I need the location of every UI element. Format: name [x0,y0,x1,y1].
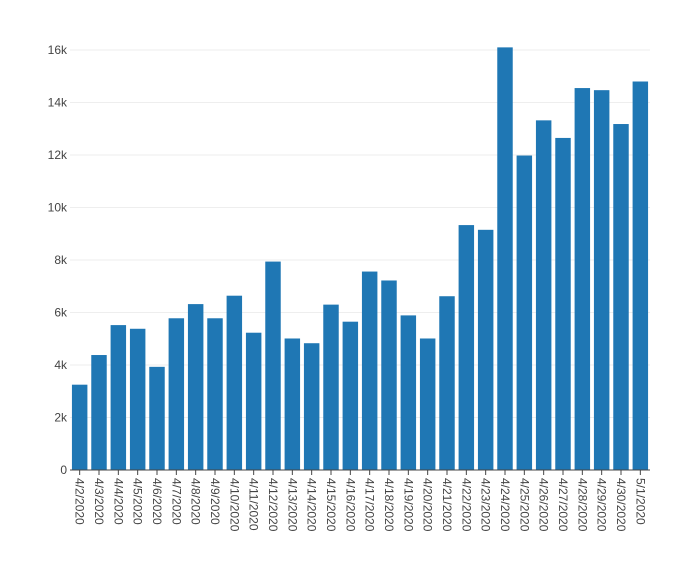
bar [323,304,339,470]
x-tick-label: 4/21/2020 [440,478,454,532]
bar [477,229,494,470]
x-tick-label: 4/8/2020 [189,478,203,525]
bar [71,384,88,470]
x-tick-label: 4/19/2020 [401,478,415,532]
bar [149,366,165,470]
y-tick-label: 14k [48,96,68,110]
bar [226,295,243,470]
bars [71,47,649,471]
x-tick-label: 4/7/2020 [169,478,183,525]
x-tick-label: 4/6/2020 [150,478,164,525]
bar [419,338,436,470]
bar [613,124,629,471]
x-tick-label: 4/28/2020 [575,478,589,532]
y-tick-label: 10k [48,201,68,215]
x-tick-label: 4/26/2020 [537,478,551,532]
bar [342,321,359,470]
bar [574,88,591,470]
x-tick-label: 4/10/2020 [227,478,241,532]
bar [361,271,378,470]
bar [265,261,281,470]
x-tick-label: 4/11/2020 [247,478,261,531]
bar [555,137,571,470]
x-tick-label: 4/20/2020 [421,478,435,532]
bar [400,315,417,470]
x-tick-label: 4/25/2020 [517,478,531,532]
x-tick-label: 4/9/2020 [208,478,222,525]
bar [497,47,513,470]
x-tick-label: 4/29/2020 [595,478,609,532]
x-tick-label: 4/2/2020 [73,478,87,525]
bar [91,355,107,470]
x-tick-label: 4/15/2020 [324,478,338,532]
x-tick-label: 4/12/2020 [266,478,280,532]
x-axis: 4/2/2020 4/3/2020 4/4/2020 4/5/2020 4/6/2020… [70,469,650,532]
y-axis: 0 2k 4k 6k 8k 10k 12k 14k 16k [48,43,68,477]
y-tick-label: 2k [54,411,68,425]
bar [535,120,552,470]
bar [439,296,455,470]
x-tick-label: 5/1/2020 [633,478,647,525]
bar [187,304,204,470]
x-tick-label: 4/4/2020 [111,478,125,525]
bar [303,343,320,470]
y-tick-label: 4k [54,358,68,372]
y-tick-label: 16k [48,43,68,57]
bar [381,280,397,470]
bar [110,325,127,470]
bar [593,90,610,470]
bar [284,338,301,470]
x-tick-label: 4/3/2020 [92,478,106,525]
x-tick-label: 4/18/2020 [382,478,396,532]
bar [129,328,146,470]
y-tick-label: 0 [60,463,67,477]
y-tick-label: 8k [54,253,68,267]
bar [245,332,262,470]
bar [458,225,475,470]
y-tick-label: 6k [54,306,68,320]
bar [207,318,223,470]
bar [632,81,649,470]
x-tick-label: 4/24/2020 [498,478,512,532]
y-tick-label: 12k [48,148,68,162]
bar [168,318,185,470]
x-tick-label: 4/17/2020 [363,478,377,532]
bar [516,155,533,470]
x-tick-label: 4/5/2020 [131,478,145,525]
x-tick-label: 4/13/2020 [285,478,299,532]
x-tick-label: 4/30/2020 [614,478,628,532]
x-tick-label: 4/14/2020 [305,478,319,532]
x-tick-label: 4/16/2020 [343,478,357,532]
x-tick-label: 4/27/2020 [556,478,570,532]
gridlines [70,49,650,418]
x-tick-label: 4/22/2020 [459,478,473,532]
x-tick-label: 4/23/2020 [479,478,493,532]
